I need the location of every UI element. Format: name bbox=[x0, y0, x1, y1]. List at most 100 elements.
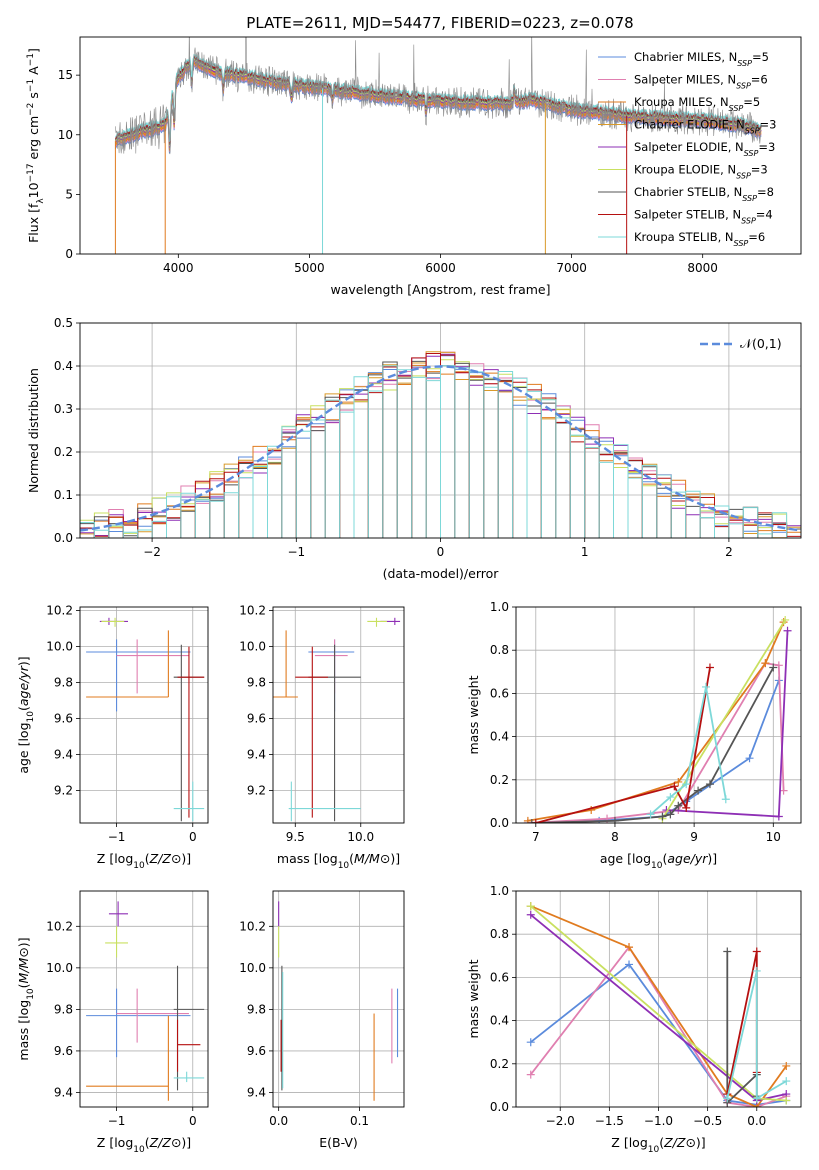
x-tick-label: −1 bbox=[108, 830, 126, 844]
y-tick-label: 0 bbox=[65, 247, 73, 261]
legend-text-part: =5 bbox=[752, 50, 769, 64]
y-tick-label: 1.0 bbox=[490, 600, 509, 614]
y-tick-label: 9.8 bbox=[247, 676, 266, 690]
label-part: E(B-V) bbox=[319, 1135, 358, 1150]
weight-point-marker bbox=[531, 819, 540, 823]
weight-point-marker bbox=[769, 663, 778, 672]
legend-text-part: =4 bbox=[756, 208, 773, 222]
weight-series-line bbox=[726, 951, 758, 1095]
y-tick-label: 9.6 bbox=[54, 712, 73, 726]
weight-point-marker bbox=[694, 786, 703, 795]
legend-text-part: SSP bbox=[737, 59, 752, 68]
weight-point-marker bbox=[587, 806, 596, 815]
y-tick-label: 0.2 bbox=[490, 773, 509, 787]
mass-vs-extinction-panel: 0.0 0.1 9.4 9.6 9.8 10.0 10.2 E(B-V) bbox=[239, 890, 405, 1150]
label-part: Z [log bbox=[97, 1135, 133, 1150]
weight-point-marker bbox=[666, 793, 675, 802]
y-axis-label: age [log10(age/yr)] bbox=[16, 656, 36, 773]
legend-entry: Kroupa ELODIE, NSSP=3 bbox=[634, 163, 768, 181]
x-axis-label: age [log10(age/yr)] bbox=[600, 851, 717, 871]
y-tick-label: 0.4 bbox=[490, 1014, 509, 1028]
weight-point-marker bbox=[705, 780, 714, 789]
label-part: ( bbox=[145, 851, 150, 866]
weight-point-marker bbox=[752, 966, 761, 975]
x-tick-label: 0.1 bbox=[350, 1114, 369, 1128]
label-part: Z/Z⊙ bbox=[663, 1135, 696, 1150]
label-part: Z/Z⊙ bbox=[149, 851, 182, 866]
label-part: )] bbox=[181, 1135, 191, 1150]
legend-text-part: SSP bbox=[734, 239, 749, 248]
weight-point-marker bbox=[658, 812, 667, 821]
weight-point-marker bbox=[782, 1077, 791, 1086]
legend-text-part: Chabrier STELIB, N bbox=[634, 185, 742, 199]
label-part: )] bbox=[16, 937, 31, 947]
weight-series-line bbox=[666, 630, 789, 818]
weight-point-marker bbox=[625, 943, 634, 952]
weight-point-marker bbox=[782, 1096, 791, 1105]
y-tick-label: 9.2 bbox=[54, 784, 73, 798]
x-tick-label: 8 bbox=[611, 830, 619, 844]
y-tick-label: 10.2 bbox=[46, 604, 73, 618]
label-part: ( bbox=[16, 983, 31, 988]
axes-frame bbox=[79, 36, 802, 255]
y-tick-label: 10.0 bbox=[239, 961, 266, 975]
label-part: )] bbox=[696, 1135, 706, 1150]
label-part: 10 bbox=[26, 711, 36, 723]
y-tick-label: 0.2 bbox=[54, 445, 73, 459]
y-tick-label: 1.0 bbox=[490, 884, 509, 898]
legend-entry: Kroupa MILES, NSSP=5 bbox=[634, 95, 760, 113]
normal-reference-curve bbox=[80, 365, 801, 532]
y-tick-label: 0.4 bbox=[490, 730, 509, 744]
x-tick-label: 10.0 bbox=[347, 830, 374, 844]
legend-text-part: SSP bbox=[742, 194, 757, 203]
y-tick-label: 15 bbox=[58, 68, 73, 82]
y-axis-label: mass weight bbox=[466, 675, 481, 754]
axes-frame bbox=[515, 606, 802, 824]
label-part: age/yr bbox=[667, 851, 708, 866]
x-axis-label: Z [log10(Z/Z⊙)] bbox=[611, 1135, 705, 1155]
y-axis-label: mass weight bbox=[466, 959, 481, 1038]
label-part: Z [log bbox=[97, 851, 133, 866]
y-tick-label: 10.0 bbox=[46, 961, 73, 975]
axes-frame bbox=[272, 890, 405, 1108]
x-tick-label: 2 bbox=[725, 545, 733, 559]
legend-entry: Salpeter MILES, NSSP=6 bbox=[634, 73, 768, 91]
weight-point-marker bbox=[723, 1094, 732, 1103]
x-tick-label: −1 bbox=[287, 545, 305, 559]
spectrum-panel: 4000 5000 6000 7000 8000 0 5 10 15 wavelength [An… bbox=[26, 36, 802, 297]
label-part: 10 bbox=[26, 182, 41, 198]
weight-point-marker bbox=[670, 782, 679, 791]
legend-entry: Chabrier ELODIE, NSSP=3 bbox=[634, 118, 776, 136]
plot-area bbox=[114, 37, 762, 254]
weight-point-marker bbox=[705, 663, 714, 672]
legend-text-part: =6 bbox=[751, 73, 768, 87]
y-tick-label: 10.0 bbox=[46, 640, 73, 654]
label-part: )] bbox=[181, 851, 191, 866]
x-tick-label: 8000 bbox=[687, 261, 718, 275]
plot-area bbox=[273, 617, 401, 822]
weight-point-marker bbox=[526, 910, 535, 919]
label-part: 10 bbox=[133, 1145, 145, 1155]
legend-entry: Chabrier MILES, NSSP=5 bbox=[634, 50, 769, 68]
weight-point-marker bbox=[646, 810, 655, 819]
label-part: age/yr bbox=[16, 665, 31, 706]
weight-point-marker bbox=[526, 1070, 535, 1079]
x-tick-label: 0 bbox=[189, 1114, 197, 1128]
y-axis-label: mass [log10(M/M⊙)] bbox=[16, 937, 36, 1060]
x-tick-label: 0 bbox=[437, 545, 445, 559]
label-part: 10 bbox=[26, 988, 36, 1000]
weight-point-marker bbox=[610, 816, 619, 823]
plot-area bbox=[80, 351, 801, 538]
weight-series-line bbox=[527, 662, 785, 823]
y-tick-label: 0.0 bbox=[54, 531, 73, 545]
label-part: ( bbox=[349, 851, 354, 866]
y-axis-label: Flux [fλ10−17 erg cm−2 s−1 A−1] bbox=[26, 48, 46, 243]
y-tick-label: 0.8 bbox=[490, 927, 509, 941]
x-tick-label: 9.5 bbox=[286, 830, 305, 844]
label-part: −1 bbox=[26, 53, 36, 66]
y-tick-label: 9.6 bbox=[247, 1044, 266, 1058]
x-tick-label: −0.5 bbox=[693, 1114, 722, 1128]
x-tick-label: 1 bbox=[581, 545, 589, 559]
label-part: −2 bbox=[26, 103, 36, 116]
